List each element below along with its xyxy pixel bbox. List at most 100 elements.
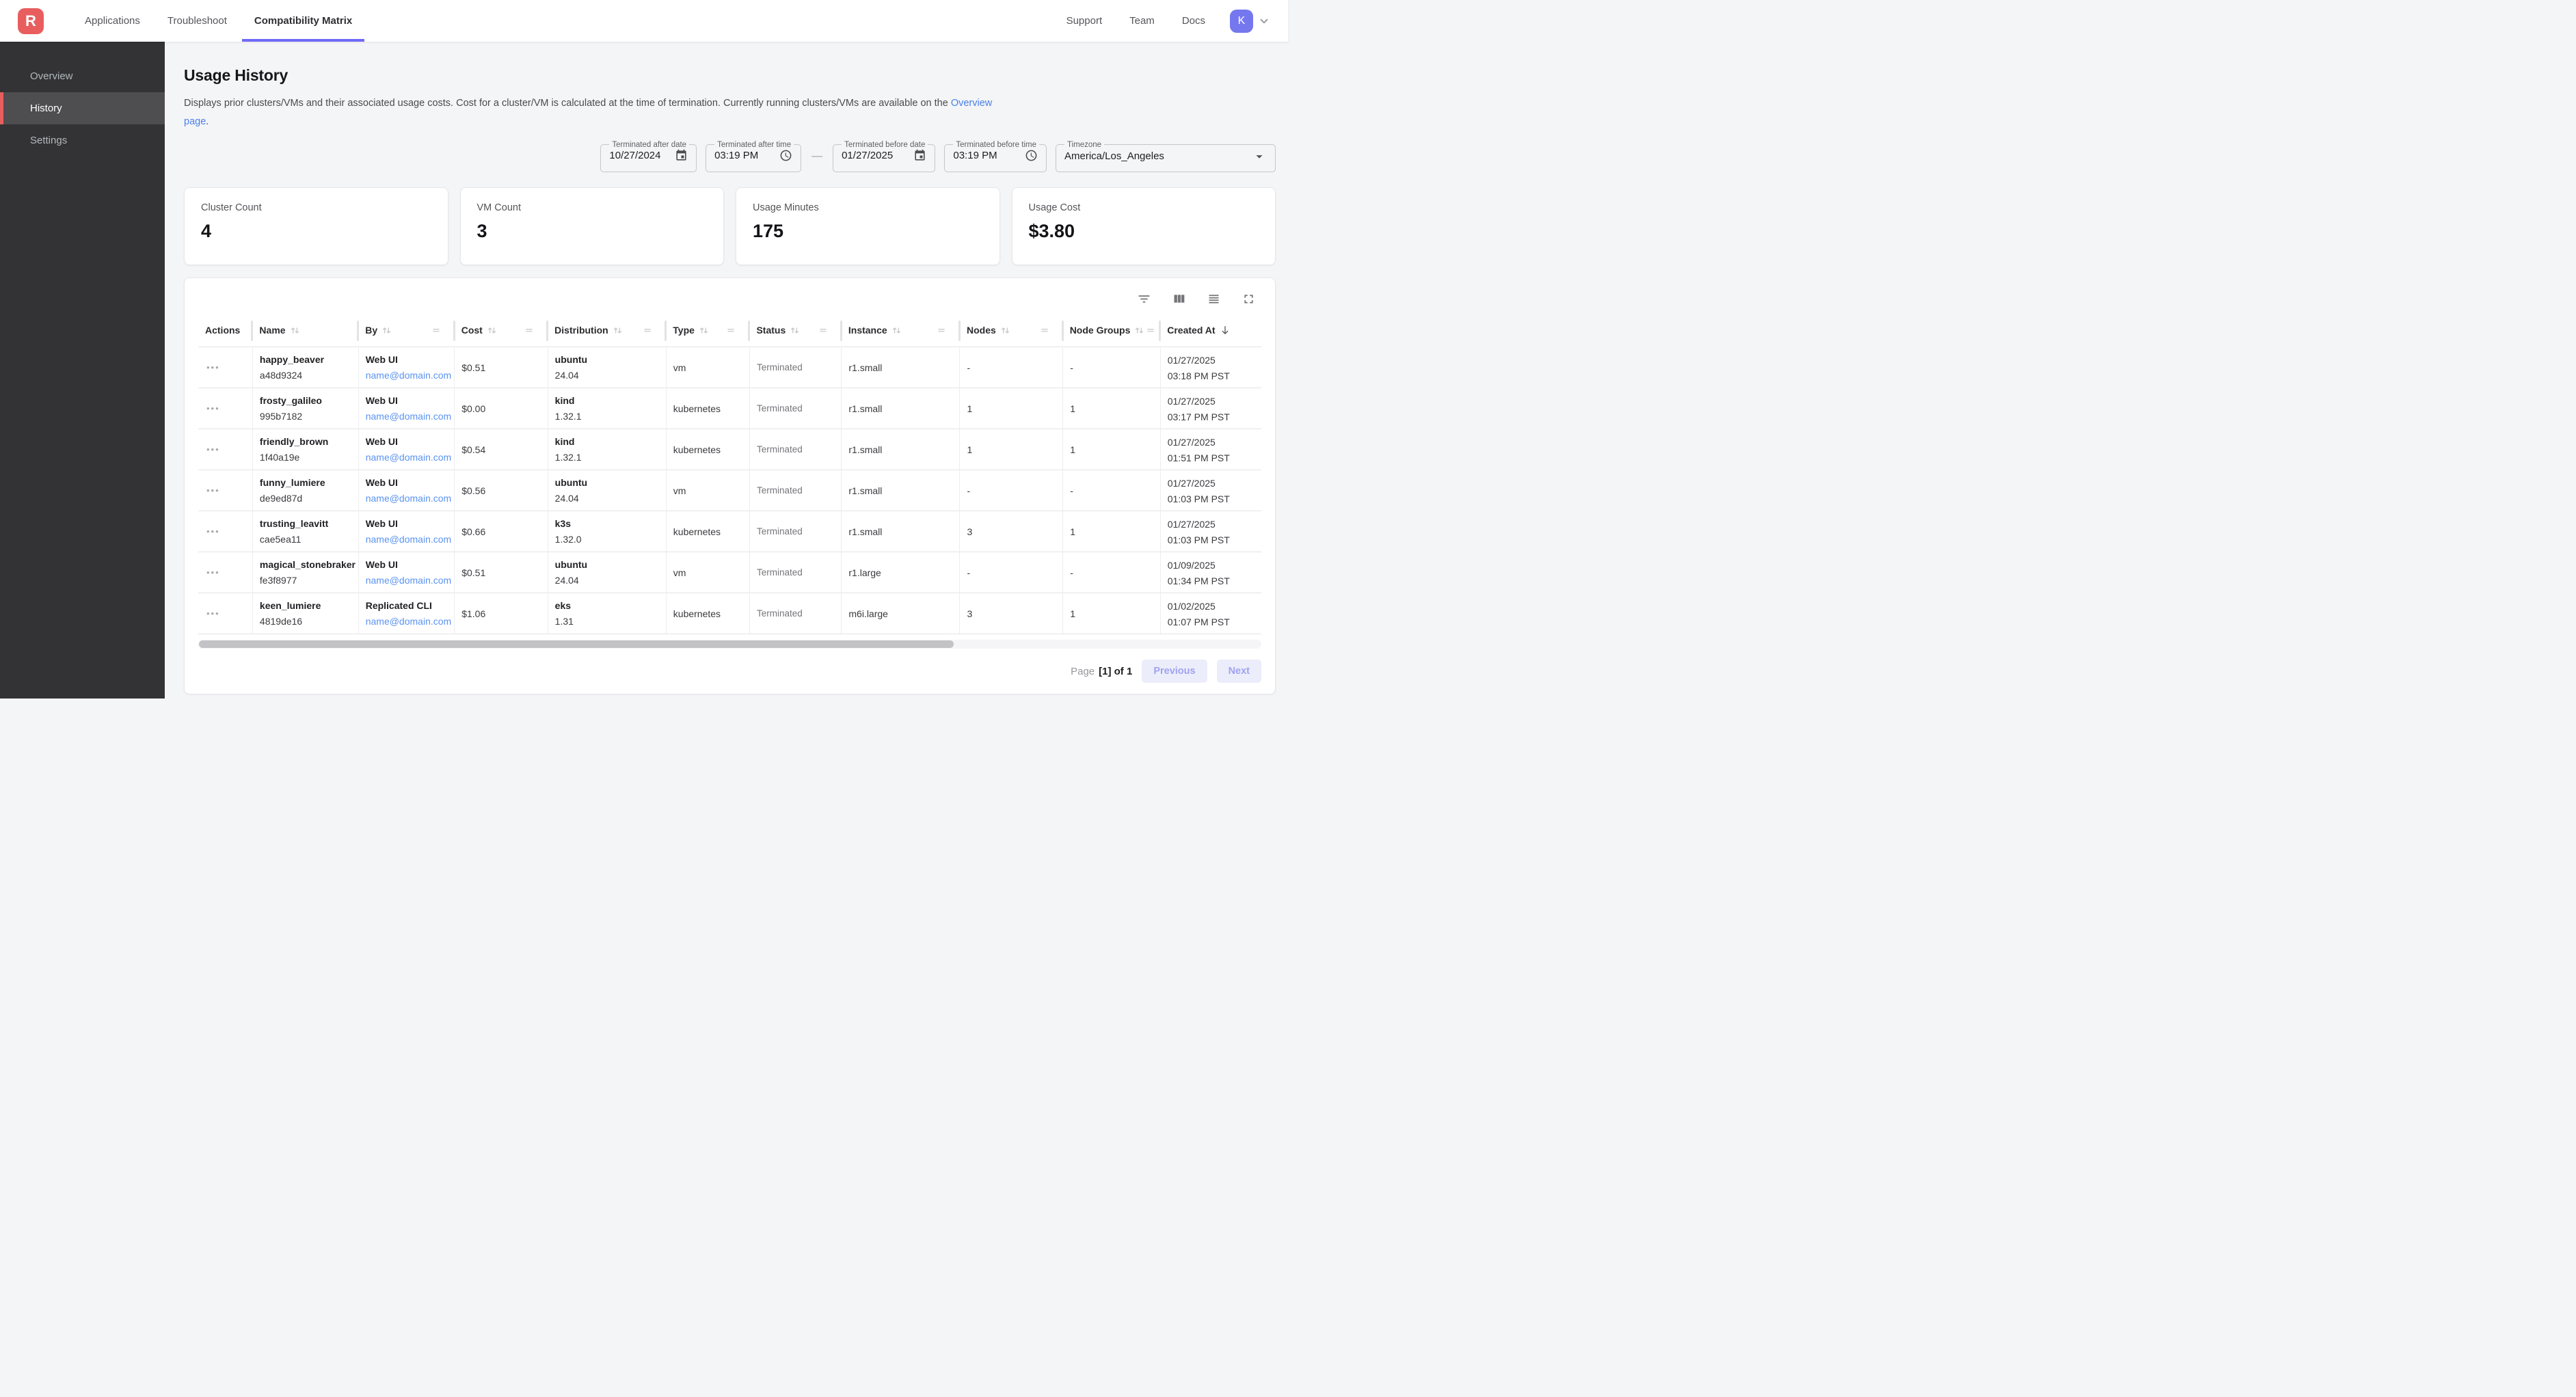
sort-icon[interactable]	[891, 325, 902, 336]
nav-support[interactable]: Support	[1053, 15, 1116, 27]
timezone-select[interactable]: Timezone America/Los_Angeles	[1056, 141, 1276, 172]
created-date: 01/27/2025	[1168, 394, 1255, 409]
stat-card-usage-cost: Usage Cost $3.80	[1012, 187, 1276, 265]
clock-icon[interactable]	[1025, 149, 1038, 162]
column-menu-icon[interactable]	[936, 325, 947, 336]
secondary-nav: Support Team Docs K	[1053, 0, 1270, 42]
nav-troubleshoot[interactable]: Troubleshoot	[154, 0, 241, 42]
column-menu-icon[interactable]	[431, 325, 442, 336]
instance-cell: r1.small	[842, 388, 960, 429]
distribution-name: k3s	[555, 517, 659, 531]
created-by-email-link[interactable]: name@domain.com	[366, 534, 452, 545]
scrollbar-thumb[interactable]	[199, 640, 954, 648]
column-label: Type	[673, 325, 695, 336]
table-row: ••• funny_lumierede9ed87d Web UIname@dom…	[198, 470, 1261, 511]
column-menu-icon[interactable]	[818, 325, 829, 336]
column-menu-icon[interactable]	[1145, 325, 1156, 336]
fullscreen-icon[interactable]	[1242, 292, 1256, 306]
column-menu-icon[interactable]	[642, 325, 653, 336]
cluster-name: funny_lumiere	[260, 476, 351, 490]
stat-label: Usage Minutes	[753, 202, 983, 213]
row-actions-button[interactable]: •••	[205, 401, 222, 416]
created-by-email-link[interactable]: name@domain.com	[366, 370, 452, 381]
sort-icon[interactable]	[289, 325, 301, 336]
caret-down-icon[interactable]	[1252, 149, 1267, 164]
column-header-created-at[interactable]: Created At	[1160, 314, 1261, 347]
created-by-source: Web UI	[366, 476, 448, 490]
sort-icon[interactable]	[698, 325, 710, 336]
sidebar-item-history[interactable]: History	[0, 92, 165, 124]
app-logo[interactable]: R	[18, 8, 44, 34]
column-menu-icon[interactable]	[524, 325, 535, 336]
column-header-instance[interactable]: Instance	[842, 314, 960, 347]
calendar-icon[interactable]	[675, 149, 688, 162]
stat-value: 4	[201, 221, 431, 242]
nav-applications[interactable]: Applications	[71, 0, 154, 42]
row-actions-button[interactable]: •••	[205, 442, 222, 457]
table-row: ••• friendly_brown1f40a19e Web UIname@do…	[198, 429, 1261, 470]
columns-icon[interactable]	[1172, 292, 1186, 306]
column-header-distribution[interactable]: Distribution	[548, 314, 666, 347]
created-by-email-link[interactable]: name@domain.com	[366, 452, 452, 463]
ellipsis-icon: •••	[206, 485, 220, 496]
row-actions-button[interactable]: •••	[205, 483, 222, 498]
terminated-after-time-field[interactable]: Terminated after time 03:19 PM	[706, 141, 801, 172]
row-actions-button[interactable]: •••	[205, 360, 222, 375]
node-groups-cell: 1	[1063, 511, 1161, 552]
column-header-nodes[interactable]: Nodes	[960, 314, 1063, 347]
sort-icon[interactable]	[612, 325, 623, 336]
usage-history-table: ActionsNameByCostDistributionTypeStatusI…	[198, 314, 1261, 635]
sort-icon[interactable]	[1133, 325, 1145, 336]
column-header-status[interactable]: Status	[749, 314, 841, 347]
timezone-value[interactable]: America/Los_Angeles	[1064, 150, 1164, 162]
next-page-button[interactable]: Next	[1217, 660, 1261, 683]
stat-card-cluster-count: Cluster Count 4	[184, 187, 448, 265]
sort-icon[interactable]	[999, 325, 1011, 336]
type-cell: vm	[666, 347, 749, 388]
column-menu-icon[interactable]	[1039, 325, 1050, 336]
clock-icon[interactable]	[779, 149, 792, 162]
column-header-cost[interactable]: Cost	[455, 314, 548, 347]
sort-desc-icon[interactable]	[1219, 324, 1231, 336]
column-header-name[interactable]: Name	[252, 314, 358, 347]
sort-icon[interactable]	[486, 325, 498, 336]
previous-page-button[interactable]: Previous	[1142, 660, 1207, 683]
chevron-down-icon[interactable]	[1258, 15, 1270, 27]
density-icon[interactable]	[1207, 292, 1221, 306]
terminated-before-date-value[interactable]: 01/27/2025	[842, 150, 893, 161]
terminated-before-date-field[interactable]: Terminated before date 01/27/2025	[833, 141, 935, 172]
row-actions-button[interactable]: •••	[205, 606, 222, 621]
created-by-email-link[interactable]: name@domain.com	[366, 411, 452, 422]
column-menu-icon[interactable]	[725, 325, 736, 336]
sidebar-item-overview[interactable]: Overview	[0, 60, 165, 92]
sidebar-item-settings[interactable]: Settings	[0, 124, 165, 157]
created-by-email-link[interactable]: name@domain.com	[366, 493, 452, 504]
nav-docs[interactable]: Docs	[1168, 15, 1219, 27]
nav-compatibility-matrix[interactable]: Compatibility Matrix	[241, 0, 366, 42]
column-header-by[interactable]: By	[358, 314, 455, 347]
calendar-icon[interactable]	[913, 149, 926, 162]
terminated-after-date-value[interactable]: 10/27/2024	[609, 150, 660, 161]
row-actions-button[interactable]: •••	[205, 524, 222, 539]
filter-icon[interactable]	[1137, 292, 1151, 306]
cluster-id: cae5ea11	[260, 532, 351, 547]
sort-icon[interactable]	[789, 325, 801, 336]
column-header-type[interactable]: Type	[666, 314, 749, 347]
table-toolbar	[198, 286, 1261, 314]
cluster-name: keen_lumiere	[260, 599, 351, 613]
created-by-email-link[interactable]: name@domain.com	[366, 575, 452, 586]
terminated-before-time-value[interactable]: 03:19 PM	[953, 150, 997, 161]
terminated-before-time-field[interactable]: Terminated before time 03:19 PM	[944, 141, 1047, 172]
row-actions-button[interactable]: •••	[205, 565, 222, 580]
created-by-email-link[interactable]: name@domain.com	[366, 616, 452, 627]
terminated-after-date-field[interactable]: Terminated after date 10/27/2024	[600, 141, 697, 172]
sort-icon[interactable]	[381, 325, 392, 336]
instance-cell: r1.small	[842, 429, 960, 470]
page-current: [1] of 1	[1099, 666, 1132, 677]
nav-team[interactable]: Team	[1116, 15, 1168, 27]
column-header-node-groups[interactable]: Node Groups	[1063, 314, 1161, 347]
horizontal-scrollbar[interactable]	[198, 640, 1261, 649]
avatar[interactable]: K	[1230, 10, 1253, 33]
terminated-after-time-value[interactable]: 03:19 PM	[714, 150, 758, 161]
table-header-row: ActionsNameByCostDistributionTypeStatusI…	[198, 314, 1261, 347]
